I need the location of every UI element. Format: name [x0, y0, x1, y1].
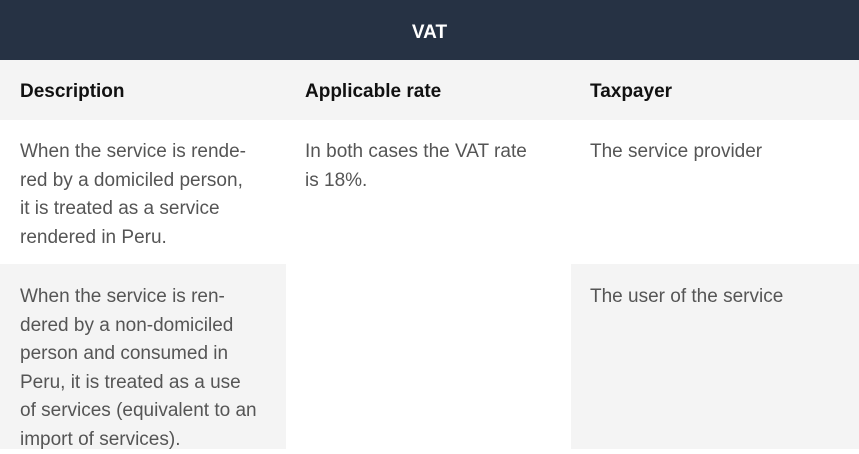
table-cell-description: When the service is ren- dered by a non-…: [20, 283, 257, 454]
text-line: dered by a non-domiciled: [20, 312, 257, 341]
text-line: person and consumed in: [20, 340, 257, 369]
table-title-bar: VAT: [0, 0, 859, 60]
text-line: When the service is rende-: [20, 138, 246, 167]
text-line: of services (equivalent to an: [20, 397, 257, 426]
text-line: red by a domiciled person,: [20, 167, 246, 196]
text-line: is 18%.: [305, 167, 527, 196]
column-header-description: Description: [20, 81, 125, 103]
text-line: Peru, it is treated as a use: [20, 369, 257, 398]
table-cell-taxpayer: The service provider: [590, 138, 762, 167]
text-line: import of services).: [20, 426, 257, 454]
text-line: When the service is ren-: [20, 283, 257, 312]
table-cell-rate: In both cases the VAT rate is 18%.: [305, 138, 527, 195]
text-line: rendered in Peru.: [20, 224, 246, 253]
column-header-taxpayer: Taxpayer: [590, 81, 672, 103]
table-cell-description: When the service is rende- red by a domi…: [20, 138, 246, 252]
text-line: In both cases the VAT rate: [305, 138, 527, 167]
column-header-rate: Applicable rate: [305, 81, 441, 103]
table-cell-taxpayer: The user of the service: [590, 283, 783, 312]
text-line: it is treated as a service: [20, 195, 246, 224]
table-title: VAT: [412, 22, 447, 44]
